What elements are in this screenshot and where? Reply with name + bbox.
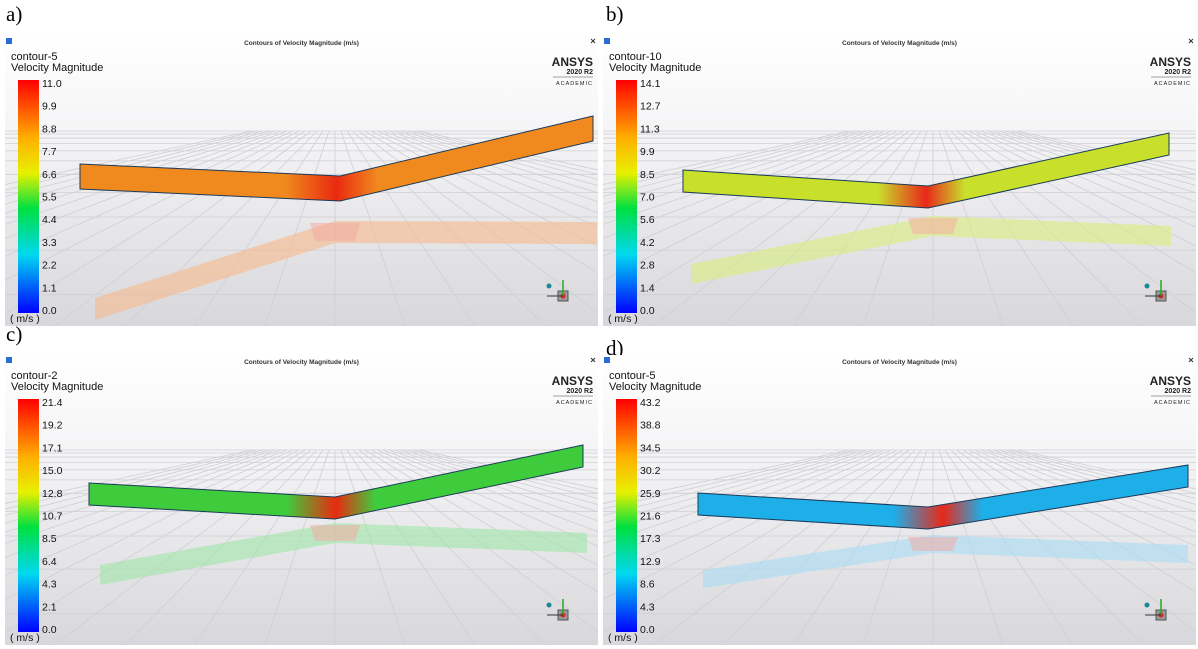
- figure: a) Contours of Velocity Magnitude (m/s)co…: [0, 0, 1198, 649]
- reflection-hot: [310, 223, 360, 241]
- colorbar-tick-label: 4.3: [42, 579, 57, 591]
- colorbar-tick-label: 8.8: [42, 123, 57, 135]
- colorbar-tick-label: 6.6: [42, 169, 57, 181]
- colorbar-tick-label: 14.1: [640, 78, 661, 90]
- colorbar-tick-label: 4.2: [640, 237, 655, 249]
- colorbar-tick-label: 7.0: [640, 192, 655, 204]
- colorbar: [616, 80, 637, 313]
- reflection-hot: [908, 218, 958, 234]
- colorbar-tick-label: 8.5: [42, 533, 57, 545]
- logo-version: 2020 R2: [567, 388, 594, 395]
- colorbar-tick-label: 11.0: [42, 78, 62, 90]
- window-icon: [604, 38, 610, 44]
- colorbar-tick-label: 0.0: [42, 305, 57, 317]
- colorbar-tick-label: 1.4: [640, 282, 655, 294]
- colorbar-tick-label: 21.6: [640, 511, 661, 523]
- colorbar-tick-label: 4.4: [42, 214, 57, 226]
- triad-sphere: [1145, 603, 1150, 608]
- colorbar-tick-label: 9.9: [640, 146, 655, 158]
- colorbar-tick-label: 5.5: [42, 192, 57, 204]
- colorbar-tick-label: 1.1: [42, 282, 57, 294]
- logo-brand: ANSYS: [552, 374, 593, 388]
- logo-brand: ANSYS: [1150, 374, 1191, 388]
- logo-brand: ANSYS: [552, 55, 593, 69]
- logo-edition: ACADEMIC: [1154, 400, 1191, 406]
- colorbar-tick-label: 0.0: [42, 624, 57, 636]
- colorbar-tick-label: 4.3: [640, 601, 655, 613]
- window-icon: [604, 357, 610, 363]
- contour-window: Contours of Velocity Magnitude (m/s)cont…: [5, 36, 598, 326]
- window-title: Contours of Velocity Magnitude (m/s): [244, 40, 359, 47]
- colorbar-tick-label: 21.4: [42, 397, 63, 409]
- window-title: Contours of Velocity Magnitude (m/s): [842, 40, 957, 47]
- colorbar: [616, 399, 637, 632]
- colorbar-tick-label: 9.9: [42, 101, 57, 113]
- triad-sphere: [547, 603, 552, 608]
- colorbar-tick-label: 0.0: [640, 305, 655, 317]
- logo-edition: ACADEMIC: [1154, 81, 1191, 87]
- logo-version: 2020 R2: [1165, 388, 1192, 395]
- reflection-hot: [908, 537, 958, 551]
- colorbar-tick-label: 12.8: [42, 488, 63, 500]
- colorbar-tick-label: 8.6: [640, 579, 655, 591]
- colorbar-tick-label: 17.1: [42, 442, 63, 454]
- colorbar-tick-label: 12.7: [640, 101, 661, 113]
- colorbar-tick-label: 25.9: [640, 488, 661, 500]
- colorbar-tick-label: 43.2: [640, 397, 661, 409]
- logo-edition: ACADEMIC: [556, 400, 593, 406]
- colorbar-tick-label: 3.3: [42, 237, 57, 249]
- colorbar-tick-label: 8.5: [640, 169, 655, 181]
- colorbar-tick-label: 2.1: [42, 601, 57, 613]
- quantity-name: Velocity Magnitude: [609, 62, 701, 74]
- contour-window: Contours of Velocity Magnitude (m/s)cont…: [5, 355, 598, 645]
- logo-brand: ANSYS: [1150, 55, 1191, 69]
- colorbar-tick-label: 12.9: [640, 556, 661, 568]
- colorbar: [18, 399, 39, 632]
- triad-sphere: [547, 284, 552, 289]
- quantity-name: Velocity Magnitude: [11, 381, 103, 393]
- logo-version: 2020 R2: [1165, 69, 1192, 76]
- logo-version: 2020 R2: [567, 69, 594, 76]
- panel-label: b): [606, 2, 624, 27]
- colorbar-tick-label: 6.4: [42, 556, 57, 568]
- quantity-name: Velocity Magnitude: [609, 381, 701, 393]
- panel-label: a): [6, 2, 22, 27]
- colorbar: [18, 80, 39, 313]
- colorbar-tick-label: 34.5: [640, 442, 661, 454]
- colorbar-unit: ( m/s ): [10, 632, 40, 644]
- colorbar-tick-label: 17.3: [640, 533, 661, 545]
- logo-edition: ACADEMIC: [556, 81, 593, 87]
- colorbar-unit: ( m/s ): [608, 313, 638, 325]
- window-icon: [6, 38, 12, 44]
- triad-sphere: [1145, 284, 1150, 289]
- colorbar-tick-label: 2.2: [42, 260, 57, 272]
- colorbar-tick-label: 30.2: [640, 465, 661, 477]
- contour-window: Contours of Velocity Magnitude (m/s)cont…: [603, 36, 1196, 326]
- colorbar-tick-label: 5.6: [640, 214, 655, 226]
- quantity-name: Velocity Magnitude: [11, 62, 103, 74]
- colorbar-tick-label: 10.7: [42, 511, 63, 523]
- colorbar-tick-label: 2.8: [640, 260, 655, 272]
- colorbar-tick-label: 0.0: [640, 624, 655, 636]
- colorbar-tick-label: 38.8: [640, 420, 661, 432]
- window-title: Contours of Velocity Magnitude (m/s): [842, 359, 957, 366]
- window-title: Contours of Velocity Magnitude (m/s): [244, 359, 359, 366]
- contour-window: Contours of Velocity Magnitude (m/s)cont…: [603, 355, 1196, 645]
- colorbar-tick-label: 15.0: [42, 465, 63, 477]
- colorbar-tick-label: 19.2: [42, 420, 63, 432]
- colorbar-tick-label: 11.3: [640, 123, 660, 135]
- colorbar-tick-label: 7.7: [42, 146, 57, 158]
- colorbar-unit: ( m/s ): [608, 632, 638, 644]
- panel-label: c): [6, 322, 22, 347]
- reflection-hot: [310, 525, 360, 541]
- window-icon: [6, 357, 12, 363]
